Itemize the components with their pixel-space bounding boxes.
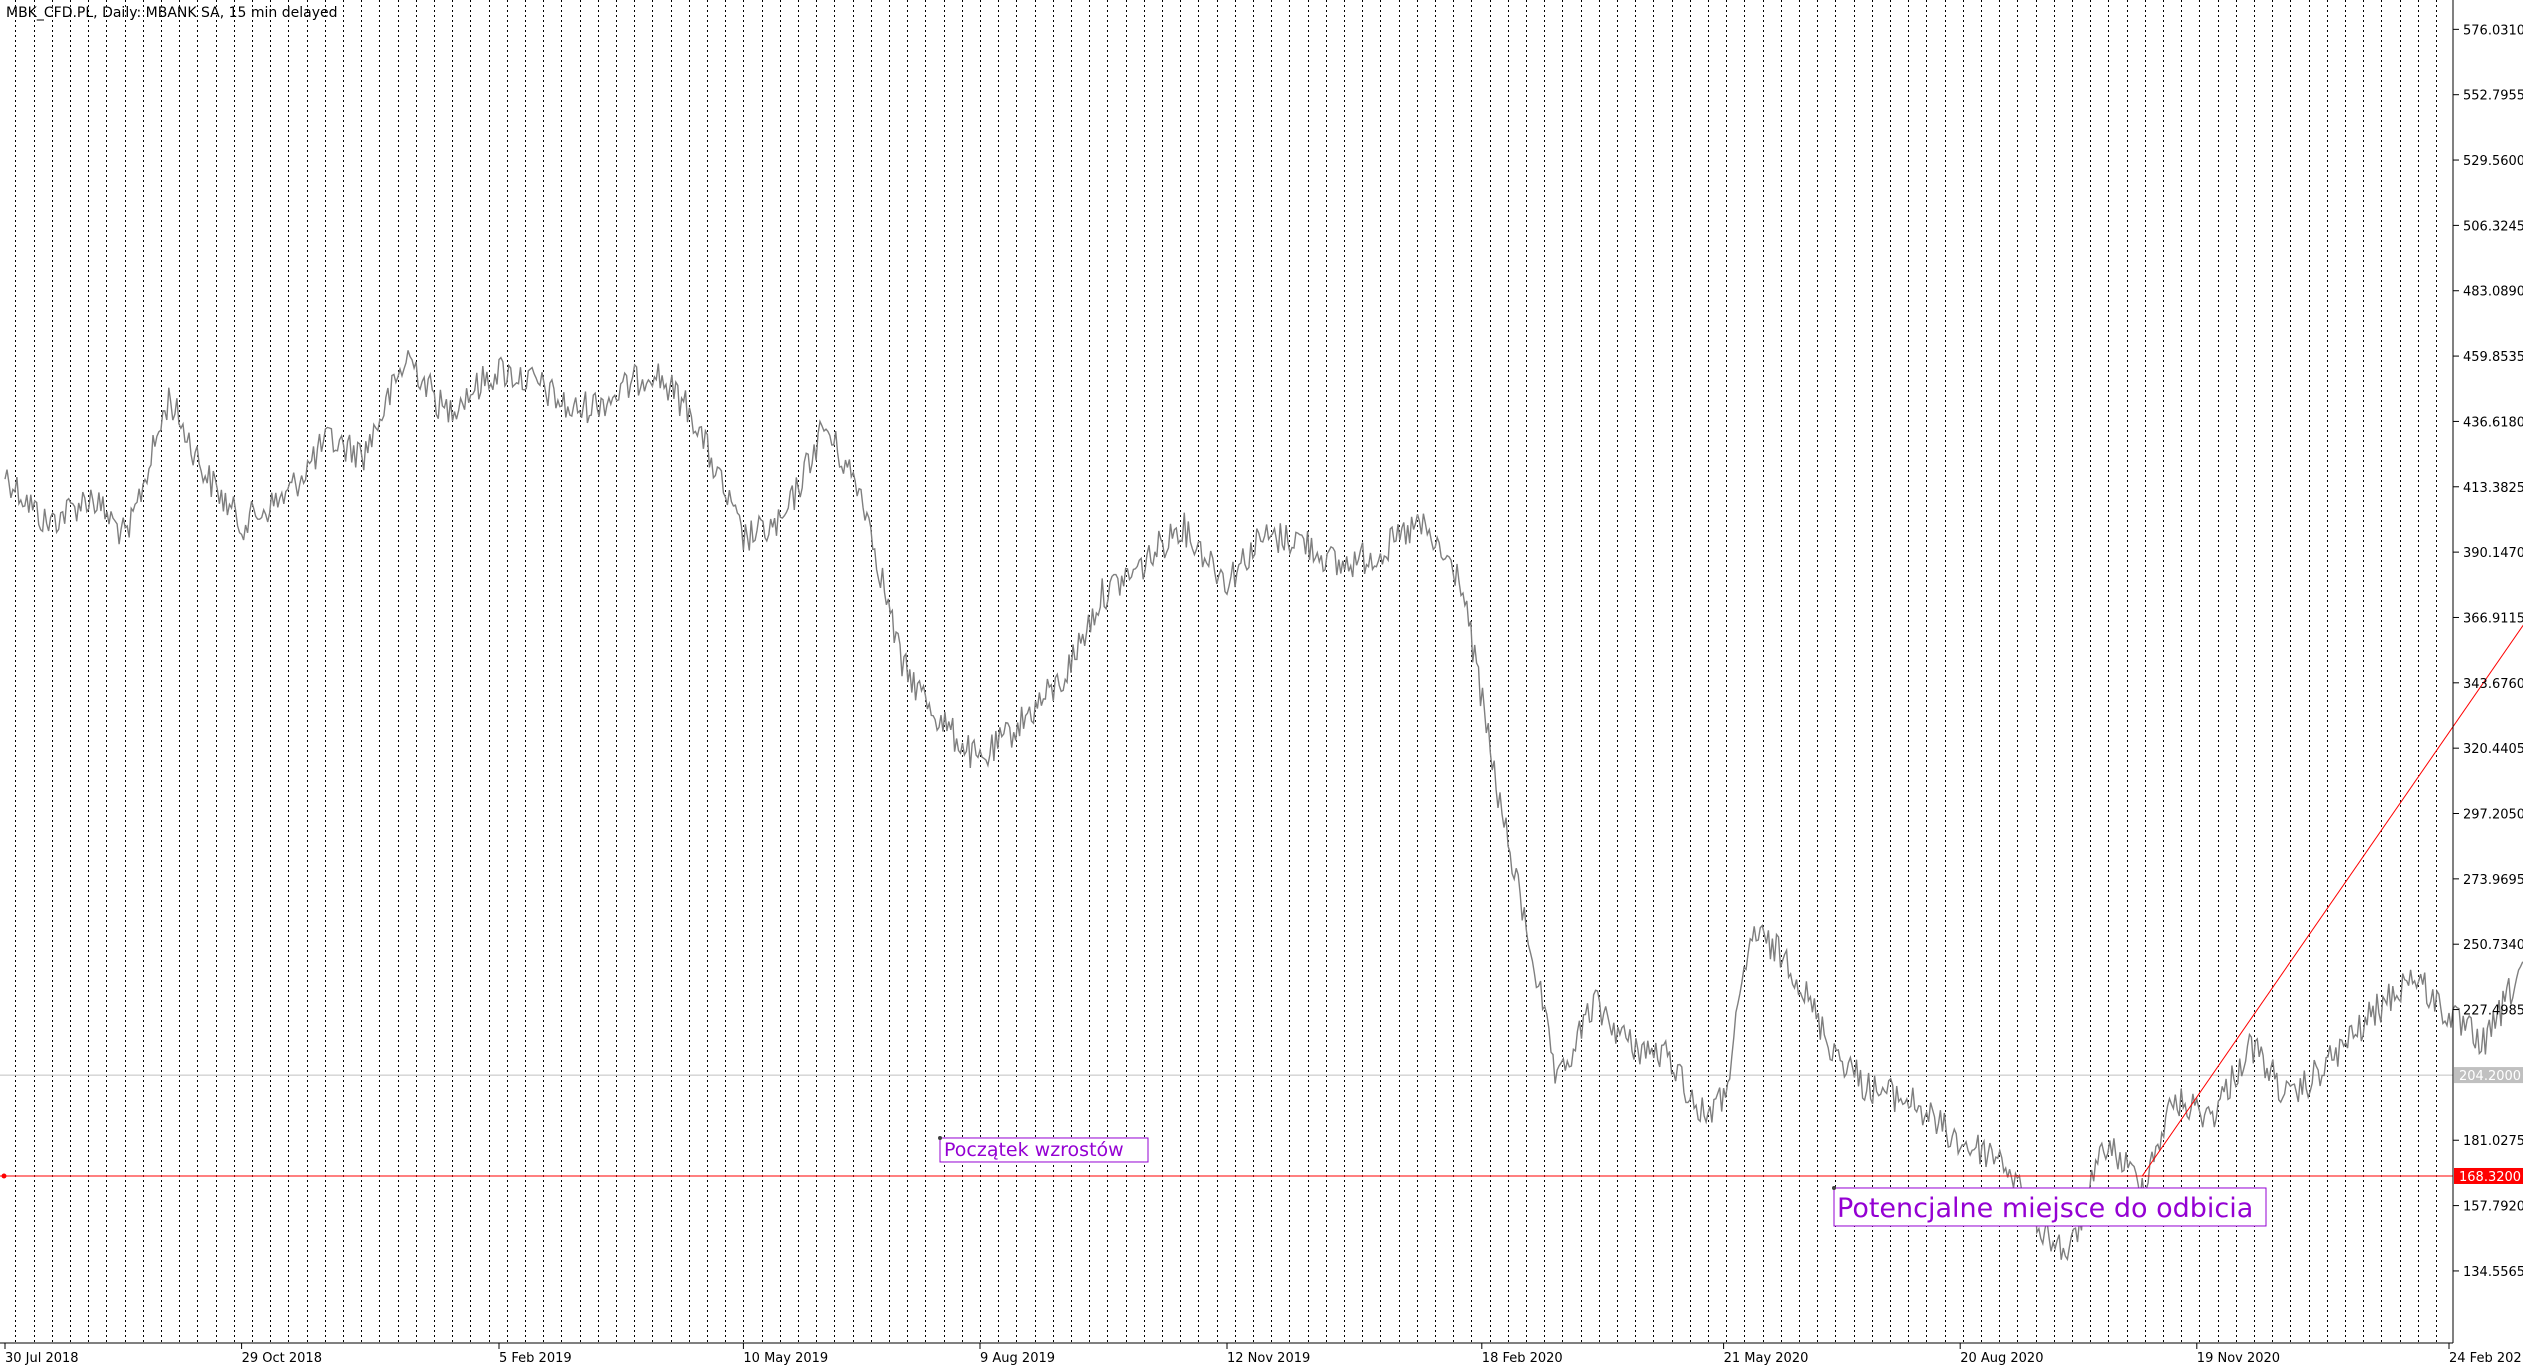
price-tick-label: 506.3245 [2463, 219, 2523, 234]
price-tick-label: 134.5565 [2463, 1265, 2523, 1280]
price-tick-label: 483.0890 [2463, 285, 2523, 300]
current-price-label: 204.2000 [2459, 1069, 2521, 1084]
overlay-layer [0, 624, 2523, 1179]
price-tick-label: 459.8535 [2463, 350, 2523, 365]
price-tick-label: 250.7340 [2463, 938, 2523, 953]
vertical-grid [15, 0, 2437, 1343]
price-tick-label: 390.1470 [2463, 546, 2523, 561]
time-tick-label: 24 Feb 2021 [2449, 1351, 2523, 1365]
price-tick-label: 273.9695 [2463, 873, 2523, 888]
trendline-up [2141, 624, 2523, 1177]
price-tick-label: 552.7955 [2463, 89, 2523, 104]
rise-start-label: Początek wzrostów [944, 1139, 1124, 1161]
price-series [4, 350, 2523, 1262]
bounce-label-box [1833, 1187, 2267, 1227]
time-tick-label: 12 Nov 2019 [1227, 1351, 1310, 1365]
rise-start-label-box [939, 1137, 1149, 1163]
support-handle [1, 1173, 7, 1179]
time-tick-label: 30 Jul 2018 [5, 1351, 79, 1365]
time-tick-label: 5 Feb 2019 [499, 1351, 572, 1365]
price-tick-label: 366.9115 [2463, 611, 2523, 626]
chart-title: MBK_CFD.PL, Daily: MBANK SA, 15 min dela… [6, 5, 338, 21]
support-label: 168.3200 [2459, 1170, 2521, 1185]
price-tick-label: 320.4405 [2463, 742, 2523, 757]
label-layer: 204.2000 168.3200 Początek wzrostów Potencj… [938, 1067, 2523, 1227]
support-label-bg [2454, 1167, 2523, 1184]
price-tick-label: 181.0275 [2463, 1134, 2523, 1149]
price-axis: 576.0310 552.7955 529.5600 506.3245 483.0890… [2453, 23, 2523, 1280]
time-tick-label: 9 Aug 2019 [980, 1351, 1055, 1365]
price-layer [4, 350, 2523, 1262]
price-tick-label: 529.5600 [2463, 154, 2523, 169]
time-tick-label: 18 Feb 2020 [1482, 1351, 1563, 1365]
price-tick-label: 297.2050 [2463, 808, 2523, 823]
rise-start-anchor [938, 1135, 942, 1140]
price-tick-label: 343.6760 [2463, 677, 2523, 692]
zone-layer [0, 1074, 2453, 1076]
bounce-label: Potencjalne miejsce do odbicia [1837, 1193, 2253, 1224]
time-tick-label: 29 Oct 2018 [242, 1351, 322, 1365]
current-price-label-bg [2454, 1067, 2523, 1084]
price-tick-label: 436.6180 [2463, 415, 2523, 430]
bounce-anchor [1832, 1185, 1836, 1190]
time-tick-label: 19 Nov 2020 [2197, 1351, 2280, 1365]
time-axis: 30 Jul 2018 29 Oct 2018 5 Feb 2019 10 May 2… [4, 1343, 2523, 1365]
time-tick-label: 10 May 2019 [743, 1351, 828, 1365]
price-tick-label: 227.4985 [2463, 1004, 2523, 1019]
time-tick-label: 20 Aug 2020 [1960, 1351, 2043, 1365]
price-tick-label: 576.0310 [2463, 23, 2523, 38]
time-tick-label: 21 May 2020 [1724, 1351, 1809, 1365]
price-tick-label: 157.7920 [2463, 1200, 2523, 1215]
price-tick-label: 413.3825 [2463, 481, 2523, 496]
